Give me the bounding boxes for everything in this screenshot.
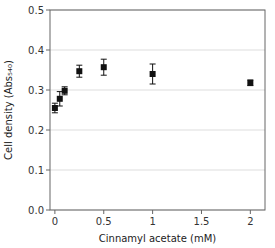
tick-label: 0 — [52, 216, 58, 227]
tick-mark — [46, 170, 50, 171]
tick-mark — [46, 10, 50, 11]
chart: 0.0 0.1 0.2 0.3 0.4 0.5 0 0.5 1 1.5 2 Cinnamyl acet… — [0, 0, 275, 248]
error-bar — [247, 80, 253, 86]
series — [52, 59, 253, 113]
grid-line — [50, 50, 265, 51]
grid-line — [50, 90, 265, 91]
tick-label: 0.1 — [28, 165, 44, 176]
point — [62, 88, 68, 94]
tick-label: 0.3 — [28, 85, 44, 96]
tick-mark — [250, 210, 251, 214]
tick-label: 0.0 — [28, 205, 44, 216]
point — [76, 68, 82, 74]
plot-frame — [50, 10, 265, 210]
tick-mark — [46, 130, 50, 131]
y-axis: 0.0 0.1 0.2 0.3 0.4 0.5 — [28, 5, 265, 216]
x-axis: 0 0.5 1 1.5 2 — [52, 210, 254, 227]
point — [57, 96, 63, 102]
error-bar — [52, 103, 58, 113]
error-bar — [150, 64, 156, 84]
y-axis-label: Cell density (Abs₅₄₀) — [3, 60, 14, 160]
tick-mark — [46, 210, 50, 211]
tick-mark — [152, 210, 153, 214]
tick-mark — [46, 50, 50, 51]
tick-mark — [54, 210, 55, 214]
grid-line — [50, 130, 265, 131]
x-axis-label: Cinnamyl acetate (mM) — [99, 233, 217, 244]
error-bar — [101, 59, 107, 75]
tick-label: 0.4 — [28, 45, 44, 56]
tick-label: 1.5 — [194, 216, 210, 227]
grid-line — [50, 170, 265, 171]
tick-mark — [201, 210, 202, 214]
tick-label: 0.5 — [96, 216, 112, 227]
tick-mark — [46, 90, 50, 91]
error-bar — [62, 87, 68, 95]
tick-mark — [103, 210, 104, 214]
point — [247, 80, 253, 86]
point — [150, 71, 156, 77]
tick-label: 0.5 — [28, 5, 44, 16]
point — [101, 64, 107, 70]
tick-label: 1 — [149, 216, 155, 227]
error-bar — [76, 65, 82, 77]
tick-label: 0.2 — [28, 125, 44, 136]
tick-label: 2 — [247, 216, 253, 227]
